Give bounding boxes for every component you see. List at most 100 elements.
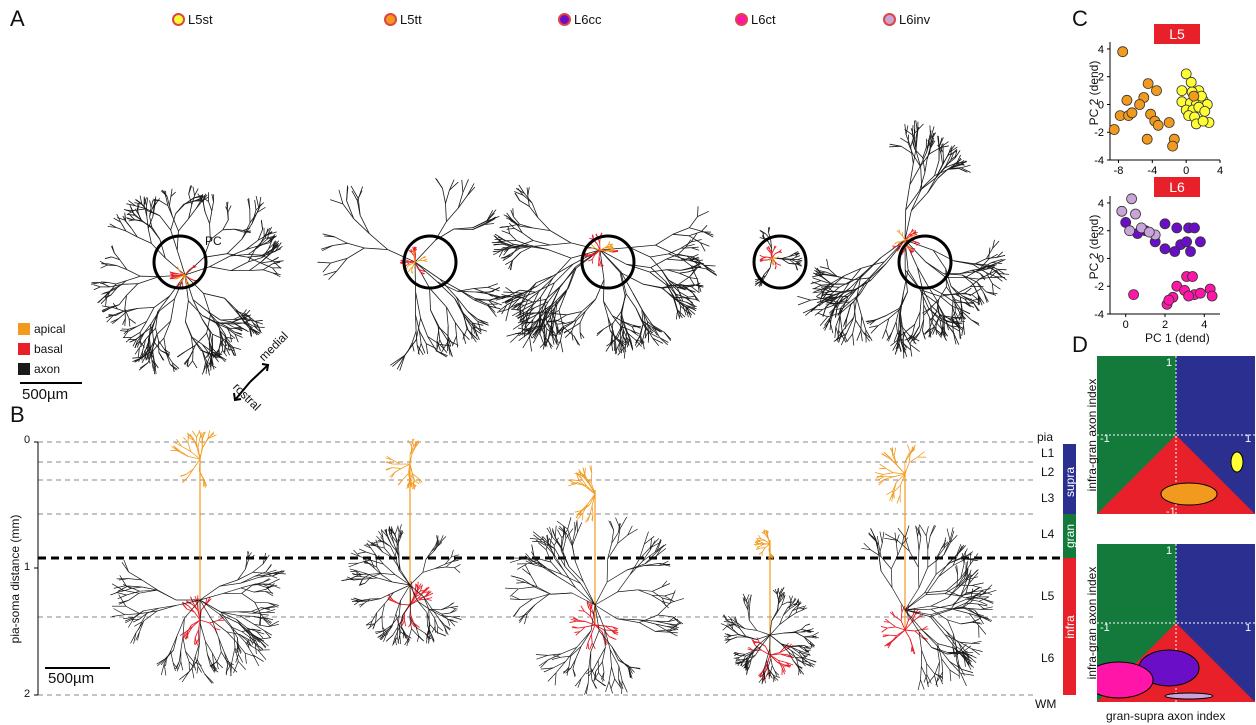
scatter-point-L6cc	[1181, 236, 1192, 248]
c-xtick: 0	[1123, 319, 1129, 331]
panel-label-d: D	[1072, 332, 1088, 357]
layer-l6: L6	[1041, 651, 1055, 665]
panel-a-scalebar-label: 500µm	[22, 386, 69, 403]
panel-b-scalebar-label: 500µm	[48, 670, 95, 687]
scatter-point-L5st	[1176, 85, 1188, 96]
panel-label-a: A	[10, 6, 25, 31]
morph-b-l6cc	[505, 465, 685, 695]
legend-l5st-label: L5st	[188, 12, 213, 27]
morph-a-l6inv	[797, 120, 1010, 359]
scatter-point-L6inv	[1143, 226, 1155, 238]
scatter-point-L6inv	[1126, 193, 1137, 205]
panel-c-scatter: 4 2 0 -2 -4 -8 -4 0 4 4 2 0 -2 -4 0 2 4	[1094, 42, 1223, 331]
pc-circle-l5tt	[402, 234, 458, 290]
band-gran	[1063, 514, 1076, 558]
scatter-point-L6ct	[1128, 289, 1139, 301]
c-ytick: 4	[1098, 44, 1104, 56]
panel-b-layers	[34, 430, 1076, 696]
morph-a-l6cc	[491, 184, 718, 359]
scatter-point-L5st	[1180, 68, 1192, 80]
band-supra	[1063, 444, 1076, 514]
morph-b-l6inv	[861, 444, 997, 690]
orientation-arrows-icon	[233, 363, 270, 402]
pc-circle-l5st	[152, 234, 208, 290]
panel-a-morphologies	[20, 120, 1010, 402]
morph-a-l6ct	[754, 227, 803, 287]
c-ytick: 2	[1098, 226, 1104, 238]
scatter-point-L6ct	[1183, 290, 1194, 302]
b-ytick-2: 2	[24, 688, 31, 700]
c-ytick: 0	[1098, 99, 1104, 111]
d-top-ylabel: infra-gran axon index	[1085, 378, 1099, 492]
c1-tag: L5	[1154, 24, 1200, 44]
c-xtick: 4	[1201, 319, 1207, 331]
panel-label-c: C	[1072, 6, 1088, 31]
c-ytick: -2	[1094, 281, 1104, 293]
scatter-point-L5tt	[1126, 107, 1138, 119]
c2-tag: L6	[1154, 177, 1200, 197]
b-ytick-0: 0	[24, 434, 31, 446]
c-xtick: 4	[1217, 165, 1223, 177]
d-top-tick-neg1y: -1	[1166, 506, 1176, 518]
legend-l6inv: L6inv	[883, 12, 930, 27]
scatter-point-L5tt	[1142, 78, 1154, 89]
axon-swatch-icon	[18, 363, 30, 375]
legend-basal: basal	[18, 342, 63, 356]
c-axes-0	[1109, 42, 1220, 161]
scatter-point-L6cc	[1159, 243, 1171, 255]
scatter-point-L5tt	[1163, 117, 1175, 128]
scatter-point-L5tt	[1141, 133, 1153, 145]
scatter-point-L5st	[1199, 106, 1211, 117]
scatter-point-L5st	[1197, 115, 1209, 127]
c2-ylabel: PC 2 (dend)	[1087, 214, 1101, 280]
c-xtick: -4	[1147, 165, 1157, 177]
scatter-point-L5tt	[1134, 99, 1145, 110]
d-bot-tick-neg1x: -1	[1100, 622, 1110, 634]
d-top-tick-1y: 1	[1166, 357, 1173, 369]
layer-pia: pia	[1037, 430, 1054, 444]
legend-l6ct: L6ct	[735, 12, 776, 27]
legend-l6ct-label: L6ct	[751, 12, 776, 27]
d-top-l5st-ellipse	[1230, 451, 1244, 473]
d-bot-l6inv-ellipse	[1164, 692, 1214, 700]
basal-swatch-icon	[18, 343, 30, 355]
c-xtick: 2	[1162, 319, 1168, 331]
scatter-point-L6inv	[1130, 208, 1141, 220]
pc-circle-l6ct	[752, 234, 808, 290]
scatter-point-L5tt	[1121, 94, 1133, 106]
c-ytick: 0	[1098, 253, 1104, 265]
d-top-tick-neg1x: -1	[1100, 433, 1110, 445]
band-gran-label: gran	[1063, 523, 1077, 549]
legend-l5tt: L5tt	[384, 12, 422, 27]
d-xlabel: gran-supra axon index	[1106, 709, 1226, 723]
apical-swatch-icon	[18, 323, 30, 335]
l5st-dot-icon	[172, 13, 185, 26]
pc-label: PC	[205, 234, 222, 248]
legend-basal-label: basal	[34, 342, 63, 356]
scatter-point-L6cc	[1185, 246, 1196, 257]
c-xtick: -8	[1114, 165, 1124, 177]
scatter-point-L6cc	[1195, 236, 1206, 248]
legend-l5st: L5st	[172, 12, 213, 27]
c1-ylabel: PC 2 (dend)	[1087, 60, 1101, 126]
c-xtick: 0	[1183, 165, 1189, 177]
layer-l3: L3	[1041, 491, 1055, 505]
l6ct-dot-icon	[735, 13, 748, 26]
morph-a-l5tt	[317, 177, 502, 371]
legend-axon: axon	[18, 362, 60, 376]
pc-circle-l6inv	[897, 234, 953, 290]
scatter-point-L5tt	[1117, 46, 1129, 58]
scatter-point-L5st	[1185, 76, 1197, 88]
d-top-tick-1x: 1	[1245, 433, 1252, 445]
scatter-point-L6ct	[1163, 294, 1175, 306]
legend-apical-label: apical	[34, 322, 66, 336]
scatter-point-L5tt	[1167, 140, 1178, 152]
morph-b-l5tt	[341, 438, 462, 647]
c-ytick: -4	[1094, 309, 1104, 321]
panel-b-ylabel: pia-soma distance (mm)	[8, 514, 22, 644]
c-ytick: 2	[1098, 72, 1104, 84]
d-bot-ylabel: infra-gran axon index	[1085, 566, 1099, 680]
scatter-point-L5tt	[1152, 119, 1164, 131]
scatter-point-L6ct	[1187, 271, 1198, 282]
d-bot-tick-1y: 1	[1166, 545, 1173, 557]
